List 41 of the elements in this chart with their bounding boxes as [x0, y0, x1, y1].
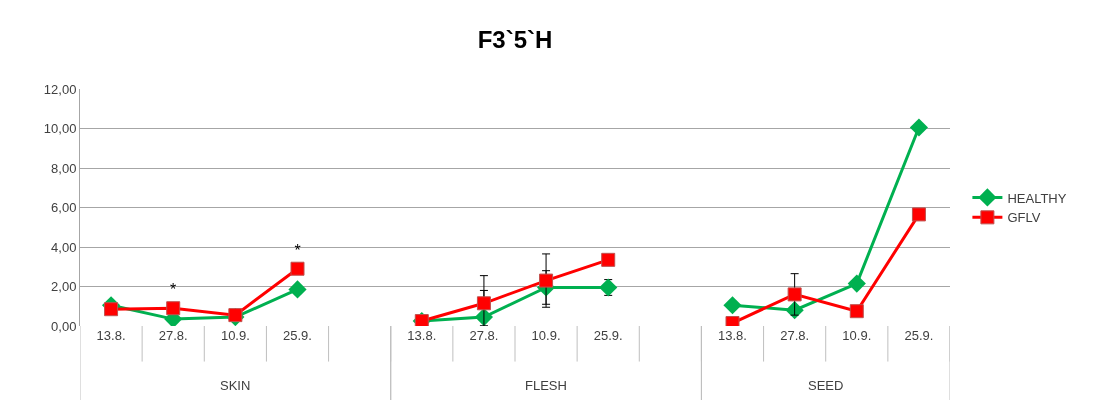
x-tick-label: 27.8.	[469, 328, 499, 343]
point	[909, 118, 929, 137]
text: FLESH	[525, 378, 567, 393]
point	[539, 273, 554, 288]
x-tick-label: 25.9.	[593, 328, 623, 343]
y-tick-label: 8,00	[51, 160, 77, 176]
point	[847, 274, 866, 293]
data-label: *	[294, 241, 301, 259]
point	[476, 296, 491, 311]
x-tick-label: 27.8.	[158, 328, 188, 343]
point	[723, 296, 742, 315]
legend-label: HEALTHY	[1007, 190, 1067, 206]
x-tick-label: 10.9.	[842, 328, 872, 343]
x-tick-label: 25.9.	[283, 328, 312, 343]
x-tick-label: 13.8.	[718, 328, 747, 343]
chart-title: F3`5`H	[477, 26, 553, 54]
text: SEED	[808, 378, 844, 393]
y-tick-label: 6,00	[51, 200, 77, 216]
point	[849, 304, 864, 319]
point	[601, 252, 616, 267]
x-tick-label: 10.9.	[531, 328, 561, 343]
point	[288, 280, 307, 299]
point	[104, 302, 119, 317]
point	[787, 287, 802, 302]
y-tick-label: 4,00	[51, 239, 77, 255]
x-tick-label: 13.8.	[96, 328, 126, 343]
x-tick-label: 10.9.	[220, 328, 250, 343]
y-tick-label: 12,00	[43, 81, 77, 97]
y-tick-label: 2,00	[51, 279, 77, 295]
y-tick-label: 0,00	[51, 318, 77, 334]
x-tick-label: 27.8.	[780, 328, 810, 343]
point	[290, 261, 305, 276]
point	[166, 301, 181, 316]
legend-label: GFLV	[1007, 210, 1041, 226]
x-tick-label: 13.8.	[407, 328, 437, 343]
data-label: *	[170, 281, 177, 299]
point	[911, 207, 926, 222]
text: SKIN	[220, 378, 251, 393]
point	[599, 278, 618, 297]
x-tick-label: 25.9.	[904, 328, 934, 343]
y-tick-label: 10,00	[43, 121, 77, 137]
